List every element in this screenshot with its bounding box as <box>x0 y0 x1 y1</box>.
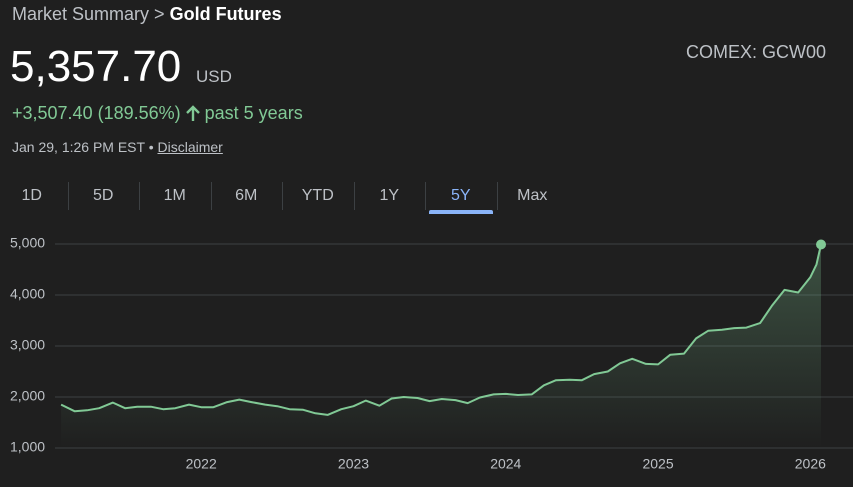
change-row: +3,507.40 (189.56%) past 5 years <box>12 103 303 124</box>
range-tab[interactable]: 6M <box>235 187 258 204</box>
breadcrumb-item[interactable]: Market Summary <box>12 4 150 24</box>
y-tick-label: 1,000 <box>10 439 45 455</box>
period: past 5 years <box>204 103 303 123</box>
end-point <box>816 239 827 250</box>
range-tab[interactable]: 5D <box>93 187 114 204</box>
x-tick-label: 2025 <box>642 456 673 472</box>
tab-separator <box>210 182 212 210</box>
y-tick-label: 4,000 <box>10 286 45 302</box>
tab-separator <box>496 182 498 210</box>
range-tab[interactable]: 1D <box>21 187 42 204</box>
currency: USD <box>196 67 232 86</box>
up-arrow <box>185 104 200 121</box>
breadcrumb: Market Summary > Gold Futures <box>12 4 282 25</box>
breadcrumb-current: Gold Futures <box>169 4 282 24</box>
x-tick-label: 2024 <box>490 456 521 472</box>
range-tab[interactable]: 1M <box>163 187 186 204</box>
x-tick-label: 2023 <box>338 456 369 472</box>
tab-separator <box>282 182 283 210</box>
timestamp-row: Jan 29, 1:26 PM EST • Disclaimer <box>12 139 223 155</box>
price-line <box>60 244 822 416</box>
tab-separator <box>425 182 426 210</box>
x-tick-label: 2022 <box>186 456 217 472</box>
y-tick-label: 5,000 <box>10 235 45 251</box>
disclaimer-link[interactable]: Disclaimer <box>157 139 223 155</box>
tab-underline <box>429 210 493 214</box>
y-tick-label: 2,000 <box>10 388 45 404</box>
y-tick-label: 3,000 <box>10 337 45 353</box>
x-tick-label: 2026 <box>795 456 826 472</box>
exchange: COMEX: GCW00 <box>685 42 826 62</box>
range-tab[interactable]: Max <box>517 187 548 204</box>
change: +3,507.40 (189.56%) <box>12 103 181 123</box>
range-tab[interactable]: 1Y <box>379 187 400 204</box>
tab-separator <box>353 182 355 210</box>
price: 5,357.70 <box>10 42 182 91</box>
breadcrumb-separator: > <box>154 4 165 24</box>
tab-separator <box>67 182 69 210</box>
timestamp: Jan 29, 1:26 PM EST • <box>12 139 154 155</box>
range-tab[interactable]: YTD <box>301 187 334 204</box>
tab-separator <box>139 182 140 210</box>
area <box>61 244 822 448</box>
range-tab[interactable]: 5Y <box>450 187 471 204</box>
